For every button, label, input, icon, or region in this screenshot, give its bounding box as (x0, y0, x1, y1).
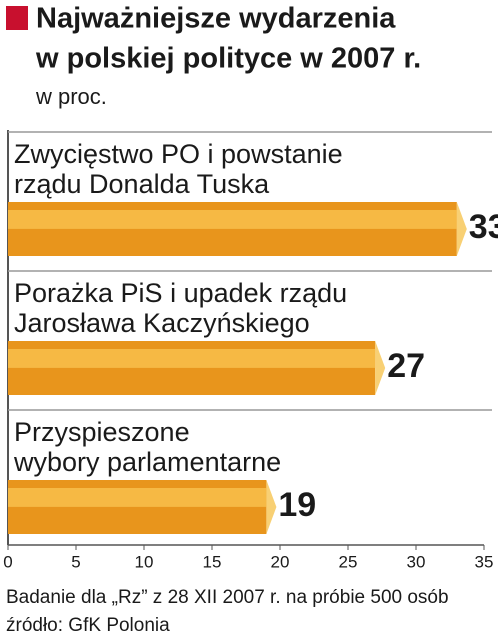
x-tick-label: 20 (271, 552, 290, 571)
x-tick-label: 10 (135, 552, 154, 571)
bar-highlight (8, 349, 376, 368)
x-tick-label: 15 (203, 552, 222, 571)
x-tick-label: 35 (475, 552, 494, 571)
value-label: 27 (387, 347, 425, 385)
x-tick-label: 5 (71, 552, 80, 571)
category-label: Jarosława Kaczyńskiego (14, 308, 310, 338)
x-tick-label: 25 (339, 552, 358, 571)
chart-subtitle: w proc. (35, 84, 107, 109)
category-label: Przyspieszone (14, 417, 190, 447)
title-marker (6, 6, 28, 30)
x-tick-label: 0 (3, 552, 12, 571)
note: źródło: GfK Polonia (6, 615, 170, 636)
category-label: Zwycięstwo PO i powstanie (14, 139, 343, 169)
category-label: wybory parlamentarne (13, 447, 281, 477)
category-label: rządu Donalda Tuska (14, 169, 270, 199)
bar-cap (456, 202, 467, 256)
bar-highlight (8, 210, 457, 229)
value-label: 33 (469, 208, 498, 246)
chart-title: w polskiej polityce w 2007 r. (35, 43, 421, 75)
bar-cap (375, 341, 386, 395)
bar-cap (266, 480, 277, 534)
value-label: 19 (278, 486, 316, 524)
bar-highlight (8, 488, 267, 507)
category-label: Porażka PiS i upadek rządu (14, 278, 347, 308)
note: Badanie dla „Rz” z 28 XII 2007 r. na pró… (6, 587, 449, 608)
x-tick-label: 30 (407, 552, 426, 571)
chart-title: Najważniejsze wydarzenia (36, 3, 396, 35)
